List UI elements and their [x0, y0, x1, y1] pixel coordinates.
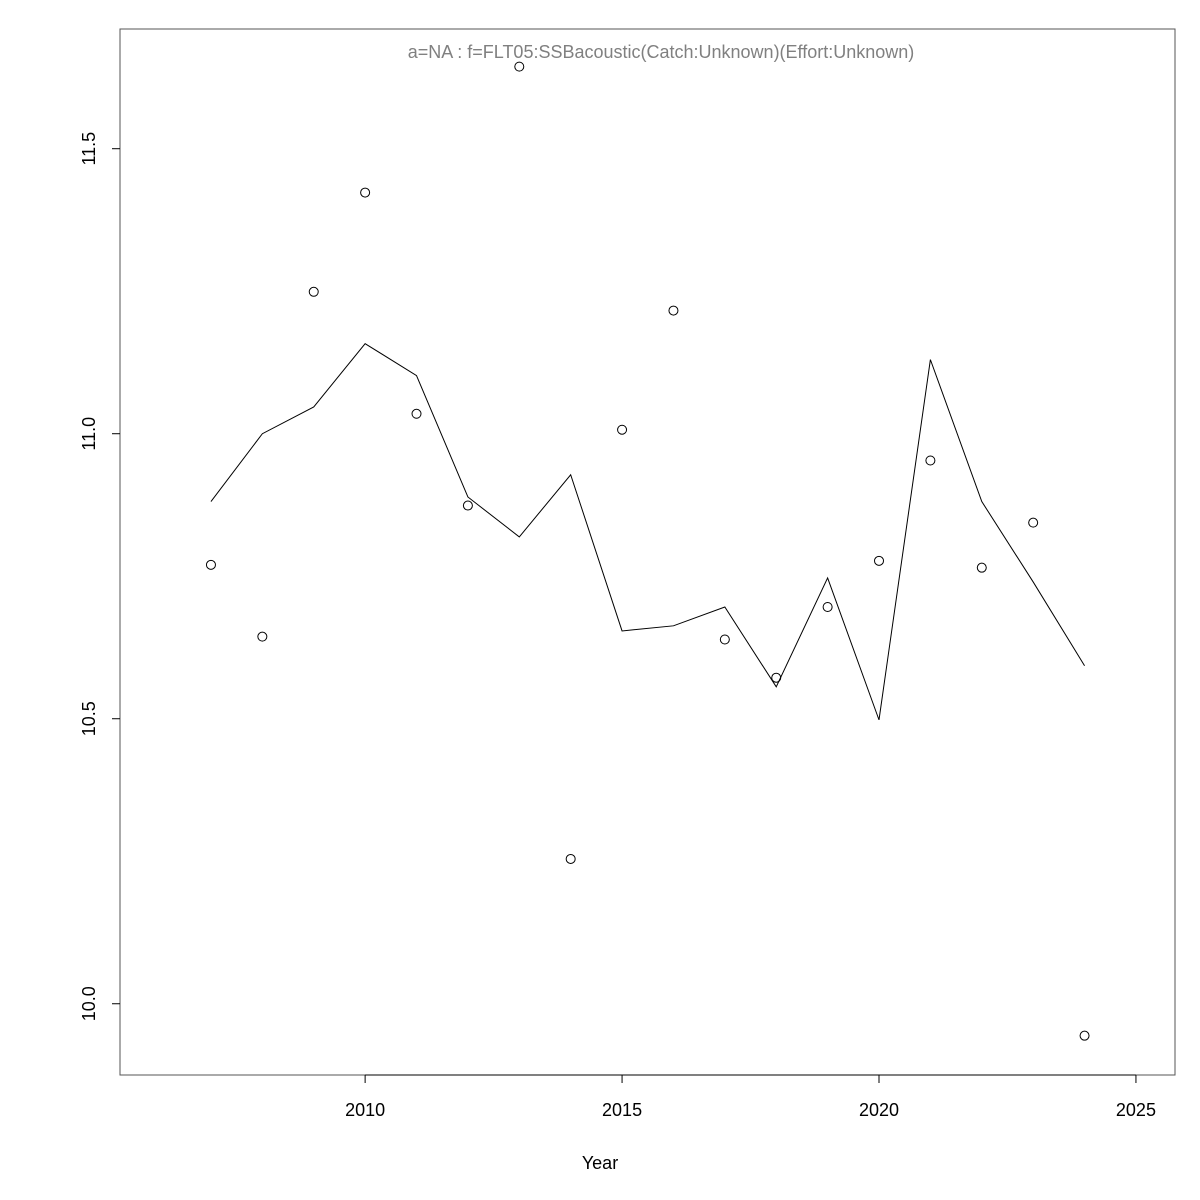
x-tick-label: 2010: [345, 1100, 385, 1120]
y-tick-label: 11.5: [79, 132, 99, 166]
y-tick-label: 10.0: [79, 986, 99, 1021]
y-tick-label: 11.0: [79, 417, 99, 451]
data-point: [257, 631, 268, 642]
data-point: [565, 853, 576, 864]
data-point: [822, 602, 833, 613]
x-tick-label: 2025: [1116, 1100, 1156, 1120]
data-point: [617, 424, 628, 435]
x-tick-label: 2015: [602, 1100, 642, 1120]
y-tick-label: 10.5: [79, 701, 99, 736]
data-point: [719, 634, 730, 645]
data-point: [976, 562, 987, 573]
data-point: [360, 187, 371, 198]
data-point: [925, 455, 936, 466]
data-point: [411, 408, 422, 419]
data-line: [210, 343, 1085, 721]
data-point: [462, 500, 473, 511]
data-point: [668, 305, 679, 316]
data-point: [1079, 1030, 1090, 1041]
x-tick-label: 2020: [859, 1100, 899, 1120]
chart-title: a=NA : f=FLT05:SSBacoustic(Catch:Unknown…: [408, 42, 915, 62]
data-point: [874, 555, 885, 566]
plot-box: [119, 28, 1176, 1076]
data-point: [514, 61, 525, 72]
data-point: [1028, 517, 1039, 528]
data-point: [308, 286, 319, 297]
data-point: [205, 559, 216, 570]
x-axis-label: Year: [582, 1153, 618, 1173]
